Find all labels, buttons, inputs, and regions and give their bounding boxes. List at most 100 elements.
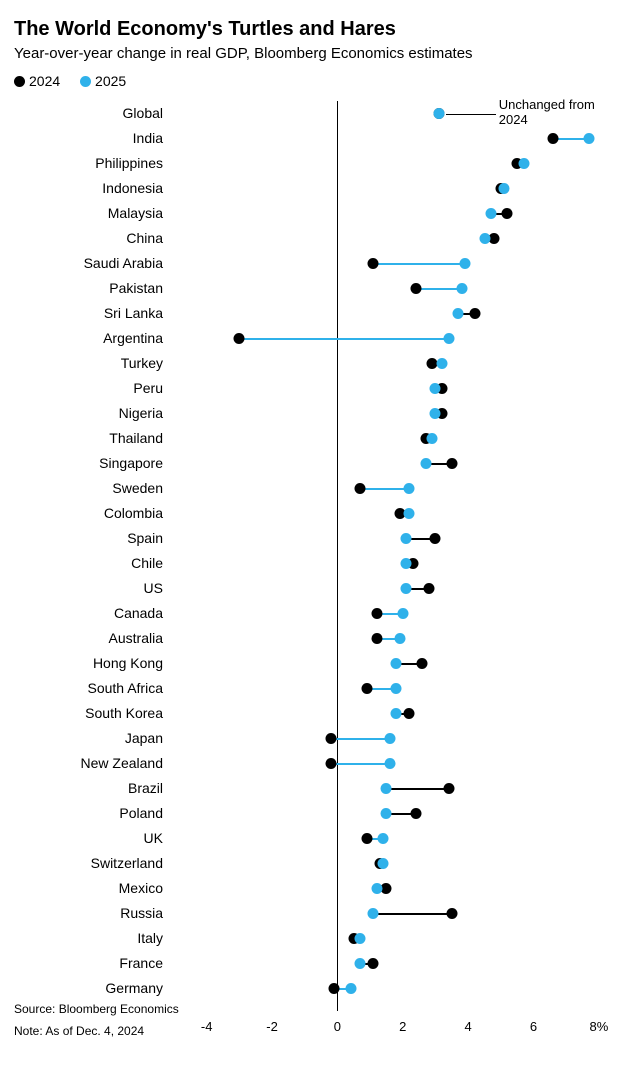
point-2025 [430, 383, 441, 394]
connector-line [416, 288, 462, 290]
connector-line [331, 738, 390, 740]
point-2025 [437, 358, 448, 369]
point-2025 [401, 558, 412, 569]
row-label: UK [14, 826, 169, 851]
row-label: Sri Lanka [14, 301, 169, 326]
data-row: Switzerland [14, 851, 614, 876]
data-row: Hong Kong [14, 651, 614, 676]
point-2024 [325, 733, 336, 744]
connector-line [373, 263, 465, 265]
row-track [174, 676, 612, 701]
row-label: Chile [14, 551, 169, 576]
legend-dot-2025 [80, 76, 91, 87]
row-label: Nigeria [14, 401, 169, 426]
row-track [174, 876, 612, 901]
row-track [174, 926, 612, 951]
row-label: South Korea [14, 701, 169, 726]
row-label: Russia [14, 901, 169, 926]
point-2024 [404, 708, 415, 719]
data-row: Australia [14, 626, 614, 651]
point-2025 [391, 658, 402, 669]
row-track [174, 101, 612, 126]
row-track [174, 426, 612, 451]
row-track [174, 776, 612, 801]
data-row: Mexico [14, 876, 614, 901]
point-2025 [518, 158, 529, 169]
x-tick-label: 0 [334, 1019, 341, 1034]
row-track [174, 126, 612, 151]
connector-line [373, 913, 451, 915]
legend: 2024 2025 [14, 72, 613, 89]
data-row: Pakistan [14, 276, 614, 301]
point-2025 [430, 408, 441, 419]
data-row: Sweden [14, 476, 614, 501]
row-label: Japan [14, 726, 169, 751]
point-2024 [234, 333, 245, 344]
point-2025 [394, 633, 405, 644]
chart-subtitle: Year-over-year change in real GDP, Bloom… [14, 45, 613, 62]
point-2025 [453, 308, 464, 319]
row-label: India [14, 126, 169, 151]
point-2025 [368, 908, 379, 919]
data-row: Global [14, 101, 614, 126]
row-track [174, 176, 612, 201]
row-track [174, 226, 612, 251]
legend-label-2025: 2025 [95, 73, 126, 89]
row-track [174, 701, 612, 726]
x-tick-label: -2 [266, 1019, 278, 1034]
row-label: France [14, 951, 169, 976]
row-track [174, 626, 612, 651]
point-2024 [443, 783, 454, 794]
point-2024 [417, 658, 428, 669]
point-2025 [456, 283, 467, 294]
point-2024 [410, 808, 421, 819]
point-2025 [443, 333, 454, 344]
row-label: Peru [14, 376, 169, 401]
x-tick-label: -4 [201, 1019, 213, 1034]
data-row: China [14, 226, 614, 251]
row-track [174, 276, 612, 301]
row-label: Italy [14, 926, 169, 951]
data-row: US [14, 576, 614, 601]
row-track [174, 526, 612, 551]
point-2025 [355, 958, 366, 969]
row-track [174, 826, 612, 851]
row-label: Philippines [14, 151, 169, 176]
data-row: Russia [14, 901, 614, 926]
row-label: Colombia [14, 501, 169, 526]
point-2025 [378, 833, 389, 844]
row-track [174, 301, 612, 326]
x-axis: -4-202468% [174, 1015, 612, 1039]
data-row: France [14, 951, 614, 976]
point-2025 [345, 983, 356, 994]
row-track [174, 851, 612, 876]
point-2024 [361, 833, 372, 844]
row-label: Turkey [14, 351, 169, 376]
row-track [174, 726, 612, 751]
data-row: Saudi Arabia [14, 251, 614, 276]
data-row: Spain [14, 526, 614, 551]
row-label: Canada [14, 601, 169, 626]
row-track [174, 751, 612, 776]
row-label: Australia [14, 626, 169, 651]
point-2024 [371, 633, 382, 644]
data-row: Thailand [14, 426, 614, 451]
data-row: Argentina [14, 326, 614, 351]
data-row: Japan [14, 726, 614, 751]
row-track [174, 651, 612, 676]
row-track [174, 476, 612, 501]
row-label: China [14, 226, 169, 251]
point-2024 [423, 583, 434, 594]
row-label: Singapore [14, 451, 169, 476]
point-2025 [499, 183, 510, 194]
row-label: Sweden [14, 476, 169, 501]
data-row: Turkey [14, 351, 614, 376]
point-2025 [381, 808, 392, 819]
row-track [174, 601, 612, 626]
point-2024 [430, 533, 441, 544]
row-track [174, 976, 612, 1001]
row-track [174, 951, 612, 976]
row-track [174, 401, 612, 426]
row-track [174, 151, 612, 176]
row-label: Thailand [14, 426, 169, 451]
